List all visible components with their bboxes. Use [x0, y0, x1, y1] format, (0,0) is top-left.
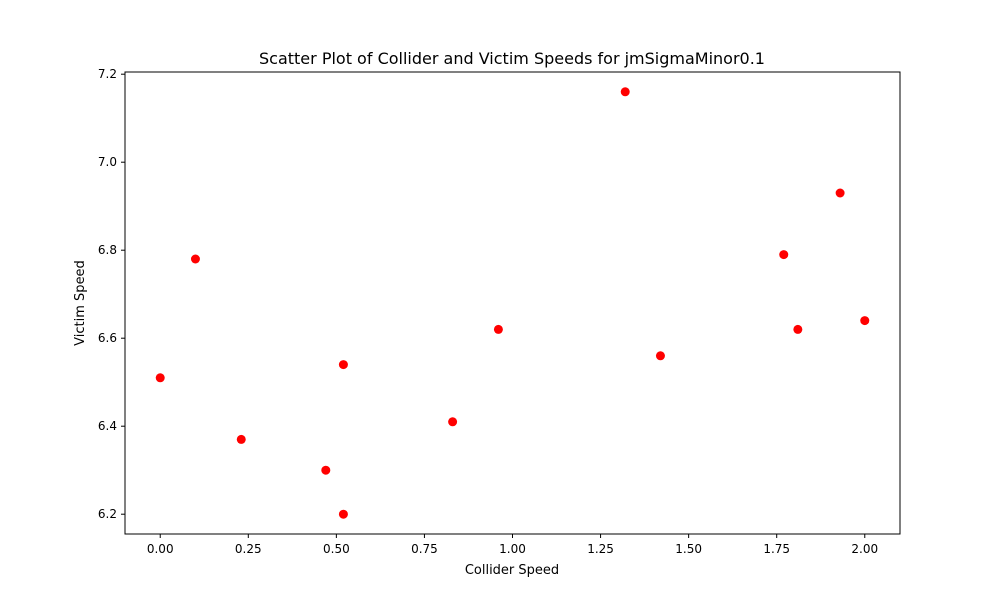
y-axis: 6.2 6.4 6.6 6.8 7.0 7.2 [98, 67, 125, 521]
x-tick-label: 0.00 [147, 542, 174, 556]
x-tick-label: 1.00 [499, 542, 526, 556]
data-point [338, 509, 348, 519]
y-tick-label: 6.4 [98, 419, 117, 433]
y-tick-label: 6.2 [98, 507, 117, 521]
data-point [155, 373, 165, 383]
data-point [236, 434, 246, 444]
chart-title: Scatter Plot of Collider and Victim Spee… [259, 49, 765, 68]
x-tick-label: 0.50 [323, 542, 350, 556]
x-tick-label: 0.25 [235, 542, 262, 556]
data-point [620, 87, 630, 97]
x-tick-label: 1.50 [675, 542, 702, 556]
y-tick-label: 7.2 [98, 67, 117, 81]
y-tick-label: 6.6 [98, 331, 117, 345]
data-point [493, 324, 503, 334]
y-tick-label: 6.8 [98, 243, 117, 257]
data-point [448, 417, 458, 427]
x-tick-label: 1.75 [763, 542, 790, 556]
x-axis: 0.00 0.25 0.50 0.75 1.00 1.25 1.50 1.75 2.00 [147, 534, 878, 556]
x-axis-label: Collider Speed [465, 563, 559, 578]
data-point [860, 316, 870, 326]
data-point [779, 250, 789, 260]
x-tick-label: 1.25 [587, 542, 614, 556]
x-tick-label: 0.75 [411, 542, 438, 556]
x-tick-label: 2.00 [851, 542, 878, 556]
plot-frame [124, 71, 901, 535]
data-point [190, 254, 200, 264]
data-point [835, 188, 845, 198]
data-point [321, 465, 331, 475]
data-point [338, 360, 348, 370]
data-point [793, 324, 803, 334]
y-tick-label: 7.0 [98, 155, 117, 169]
plot-area [155, 87, 870, 519]
y-axis-label: Victim Speed [73, 260, 88, 346]
data-point [655, 351, 665, 361]
